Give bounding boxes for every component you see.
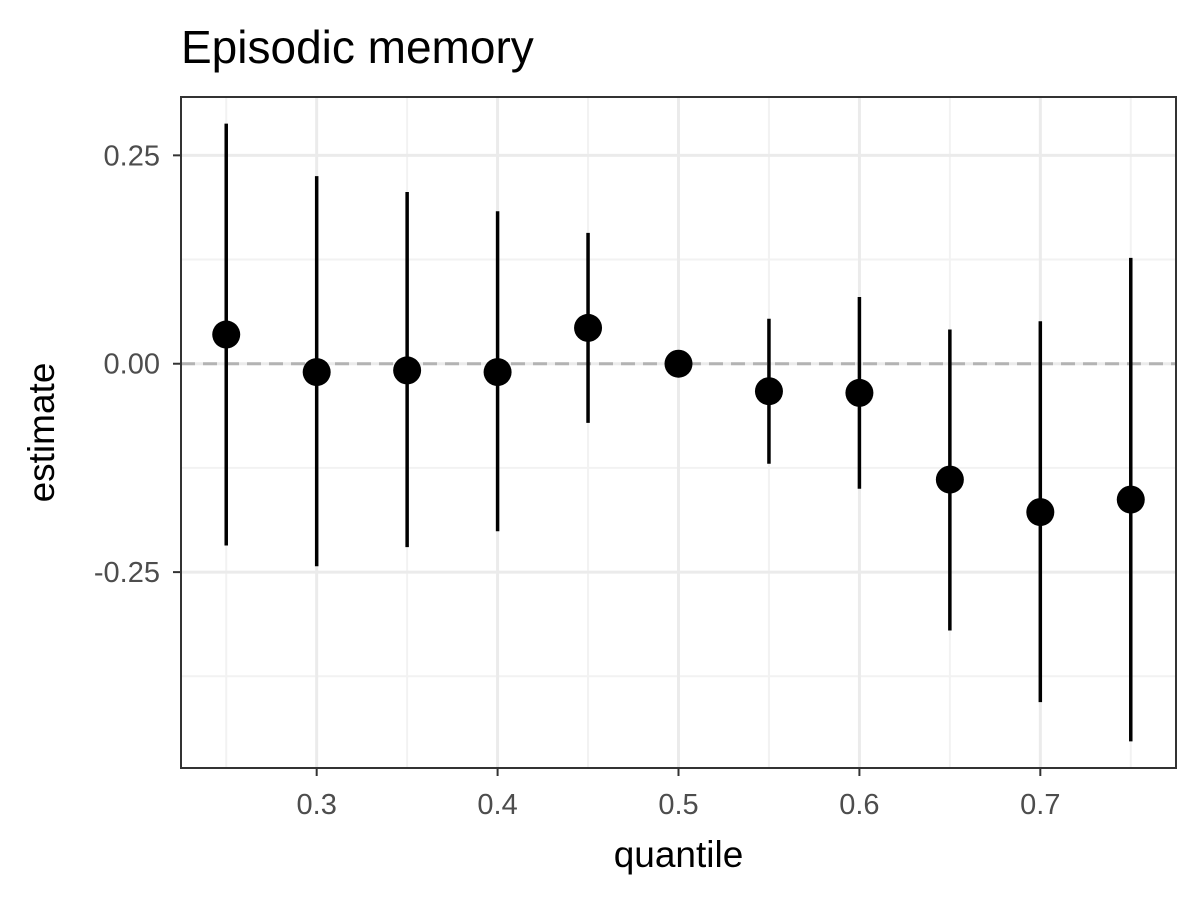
y-axis-title: estimate [21,363,62,503]
x-tick-label: 0.5 [658,789,698,821]
x-tick-label: 0.6 [839,789,879,821]
data-point [302,358,331,387]
y-tick-label: -0.25 [94,557,160,589]
axes-layer: 0.3 0.4 0.5 0.6 0.7 0.25 0.00 -0.25 [94,140,1061,821]
data-point [212,320,241,349]
data-point [483,358,512,387]
data-point [754,377,783,406]
data-point [1116,485,1145,514]
x-tick-label: 0.4 [477,789,517,821]
data-point [393,356,422,385]
x-axis-title: quantile [614,834,744,875]
x-tick-label: 0.3 [297,789,337,821]
y-tick-label: 0.25 [104,140,160,172]
y-tick-label: 0.00 [104,349,160,381]
marks-layer [212,123,1145,742]
data-point [574,313,603,342]
data-point [935,465,964,494]
chart-title: Episodic memory [181,21,534,73]
data-point [1026,498,1055,527]
grid-layer [181,97,1176,768]
data-point [664,349,693,378]
data-point [845,378,874,407]
x-tick-label: 0.7 [1020,789,1060,821]
